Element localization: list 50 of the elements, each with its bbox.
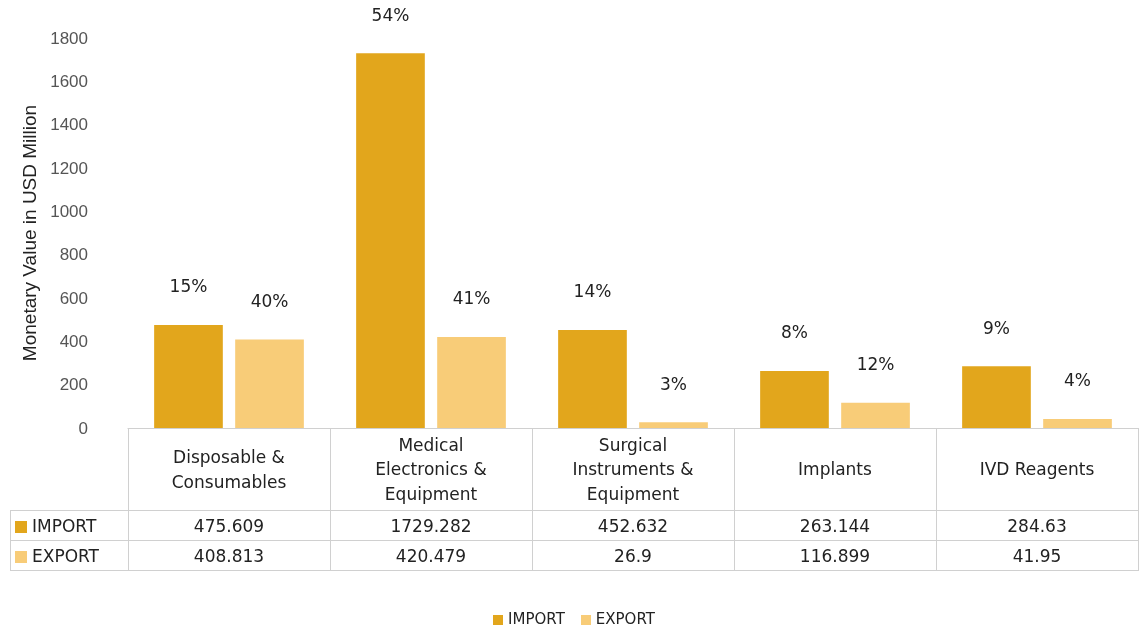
annotation: 15% xyxy=(169,276,208,297)
x-tick-label: IVD Reagents xyxy=(978,458,1096,482)
data-label: 116.899 xyxy=(734,540,936,571)
y-tick-label: 1800 xyxy=(50,28,88,48)
data-label: 452.632 xyxy=(532,510,734,541)
annotation: 3% xyxy=(660,373,688,394)
data-label: 475.609 xyxy=(128,510,330,541)
text: 54% xyxy=(371,4,410,25)
y-tick-label: 400 xyxy=(59,331,88,351)
text: IMPORT xyxy=(508,610,565,628)
y-tick-label: 200 xyxy=(59,375,88,395)
bar xyxy=(437,336,506,428)
bar xyxy=(841,402,910,428)
data-label: 26.9 xyxy=(532,540,734,571)
bar xyxy=(962,366,1031,428)
annotation: 8% xyxy=(780,322,808,343)
y-tick-label: 800 xyxy=(59,245,88,265)
bar xyxy=(639,422,708,428)
x-tick-label: Disposable & Consumables xyxy=(170,445,288,494)
bar xyxy=(760,370,829,428)
y-tick-label: 1200 xyxy=(50,158,88,178)
data-label: 284.63 xyxy=(936,510,1138,541)
bar xyxy=(235,339,304,428)
bar xyxy=(154,324,223,428)
data-label: 408.813 xyxy=(128,540,330,571)
legend-label: EXPORT xyxy=(10,540,128,571)
annotation: 4% xyxy=(1064,370,1092,391)
y-tick-label: 1400 xyxy=(50,115,88,135)
annotation: 41% xyxy=(452,288,491,309)
y-tick-label: 600 xyxy=(59,288,88,308)
x-tick-label: Medical Electronics & Equipment xyxy=(374,433,488,506)
y-axis-title: Monetary Value in USD Million xyxy=(19,104,41,362)
data-label: 263.144 xyxy=(734,510,936,541)
annotation: 40% xyxy=(250,290,289,311)
y-tick-label: 1000 xyxy=(50,201,88,221)
bar xyxy=(356,53,425,428)
data-label: 1729.282 xyxy=(330,510,532,541)
bar xyxy=(558,329,627,428)
y-tick-label: 1600 xyxy=(50,71,88,91)
legend-label: IMPORT xyxy=(10,510,128,541)
bar xyxy=(1043,418,1112,428)
x-tick-label: Surgical Instruments & Equipment xyxy=(571,433,695,506)
y-tick-label: 0 xyxy=(78,418,88,438)
annotation: 9% xyxy=(982,317,1010,338)
annotation: 14% xyxy=(573,281,612,302)
data-label: 420.479 xyxy=(330,540,532,571)
text: EXPORT xyxy=(595,610,655,628)
annotation: 12% xyxy=(856,354,895,375)
data-label: 41.95 xyxy=(936,540,1138,571)
x-tick-label: Implants xyxy=(797,458,873,482)
